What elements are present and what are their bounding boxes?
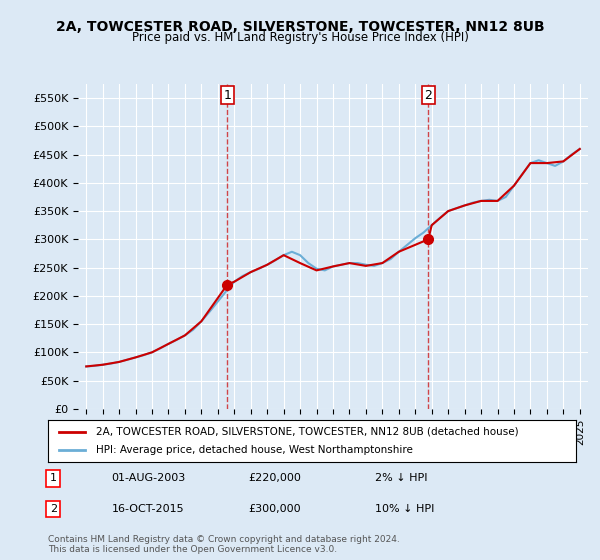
Text: 2: 2 [424, 89, 432, 102]
Text: 2A, TOWCESTER ROAD, SILVERSTONE, TOWCESTER, NN12 8UB (detached house): 2A, TOWCESTER ROAD, SILVERSTONE, TOWCEST… [95, 427, 518, 437]
Text: 01-AUG-2003: 01-AUG-2003 [112, 473, 185, 483]
Text: 1: 1 [50, 473, 57, 483]
Text: 2A, TOWCESTER ROAD, SILVERSTONE, TOWCESTER, NN12 8UB: 2A, TOWCESTER ROAD, SILVERSTONE, TOWCEST… [56, 20, 544, 34]
Text: HPI: Average price, detached house, West Northamptonshire: HPI: Average price, detached house, West… [95, 445, 412, 455]
Text: Price paid vs. HM Land Registry's House Price Index (HPI): Price paid vs. HM Land Registry's House … [131, 31, 469, 44]
Text: £300,000: £300,000 [248, 504, 301, 514]
Text: Contains HM Land Registry data © Crown copyright and database right 2024.
This d: Contains HM Land Registry data © Crown c… [48, 535, 400, 554]
Text: 2: 2 [50, 504, 57, 514]
Text: 16-OCT-2015: 16-OCT-2015 [112, 504, 184, 514]
Text: 1: 1 [223, 89, 232, 102]
Text: 2% ↓ HPI: 2% ↓ HPI [376, 473, 428, 483]
Text: 10% ↓ HPI: 10% ↓ HPI [376, 504, 435, 514]
Text: £220,000: £220,000 [248, 473, 302, 483]
